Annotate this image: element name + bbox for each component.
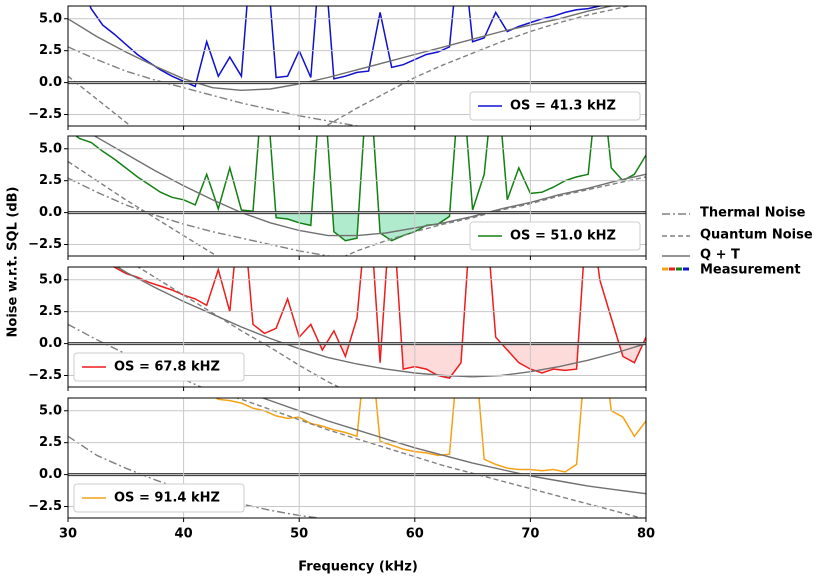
y-tick-label: 0.0	[39, 75, 62, 90]
y-tick-label: 2.5	[39, 43, 62, 58]
y-tick-label: 5.0	[39, 141, 62, 156]
measurement-line	[113, 267, 646, 379]
legend-label: OS = 91.4 kHZ	[114, 491, 220, 506]
y-tick-label: 5.0	[39, 272, 62, 287]
model-line	[93, 136, 646, 237]
legend-box	[469, 91, 641, 121]
y-tick-label: 0.0	[39, 205, 62, 220]
panel: −2.5 0.0 2.5 5.0 OS = 41.3 kHZ	[28, 5, 647, 130]
panel-frame	[67, 135, 647, 257]
y-tick-label: −2.5	[28, 237, 62, 252]
y-tick-label: 2.5	[39, 304, 62, 319]
y-tick-label: −2.5	[28, 368, 62, 383]
legend-box	[73, 483, 245, 513]
model-line	[260, 398, 646, 495]
x-tick-label: 30	[59, 527, 77, 542]
legend-box	[469, 221, 641, 251]
y-axis-label: Noise w.r.t. SQL (dB)	[6, 187, 21, 338]
legend-label: Thermal Noise	[700, 206, 806, 221]
model-line	[234, 398, 644, 518]
model-line	[68, 435, 324, 518]
legend-label: OS = 67.8 kHZ	[114, 360, 220, 375]
y-tick-label: 0.0	[39, 467, 62, 482]
legend-label: OS = 41.3 kHZ	[510, 99, 616, 114]
model-line	[116, 267, 646, 378]
panel-frame	[67, 397, 647, 519]
panel: −2.5 0.0 2.5 5.0 OS = 67.8 kHZ	[28, 266, 647, 391]
x-tick-label: 70	[521, 527, 539, 542]
panel-frame	[67, 266, 647, 388]
model-line	[68, 6, 615, 92]
panel: −2.5 0.0 2.5 5.0 30 40 50 60 70 80 OS = 91.4 kHZ	[28, 397, 655, 542]
y-tick-label: 5.0	[39, 11, 62, 26]
model-line	[136, 267, 341, 387]
y-tick-label: −2.5	[28, 107, 62, 122]
panel: −2.5 0.0 2.5 5.0 OS = 51.0 kHZ	[28, 135, 647, 260]
x-tick-label: 50	[290, 527, 308, 542]
measurement-line	[214, 398, 646, 473]
y-tick-label: 2.5	[39, 435, 62, 450]
x-axis-label: Frequency (kHz)	[298, 560, 418, 575]
model-line	[68, 6, 633, 126]
y-tick-label: −2.5	[28, 499, 62, 514]
x-tick-label: 60	[406, 527, 424, 542]
y-tick-label: 5.0	[39, 403, 62, 418]
x-tick-label: 40	[175, 527, 193, 542]
legend-label: Q + T	[700, 248, 740, 263]
plot-area	[68, 6, 646, 126]
measurement-line	[89, 6, 604, 88]
panel-frame	[67, 5, 647, 127]
legend-label: OS = 51.0 kHZ	[510, 229, 616, 244]
y-tick-label: 2.5	[39, 173, 62, 188]
legend-box	[73, 352, 245, 382]
legend-label: Measurement	[700, 263, 801, 278]
y-tick-label: 0.0	[39, 336, 62, 351]
legend-label: Quantum Noise	[700, 228, 813, 243]
x-tick-label: 80	[637, 527, 655, 542]
measurement-line	[75, 136, 646, 242]
